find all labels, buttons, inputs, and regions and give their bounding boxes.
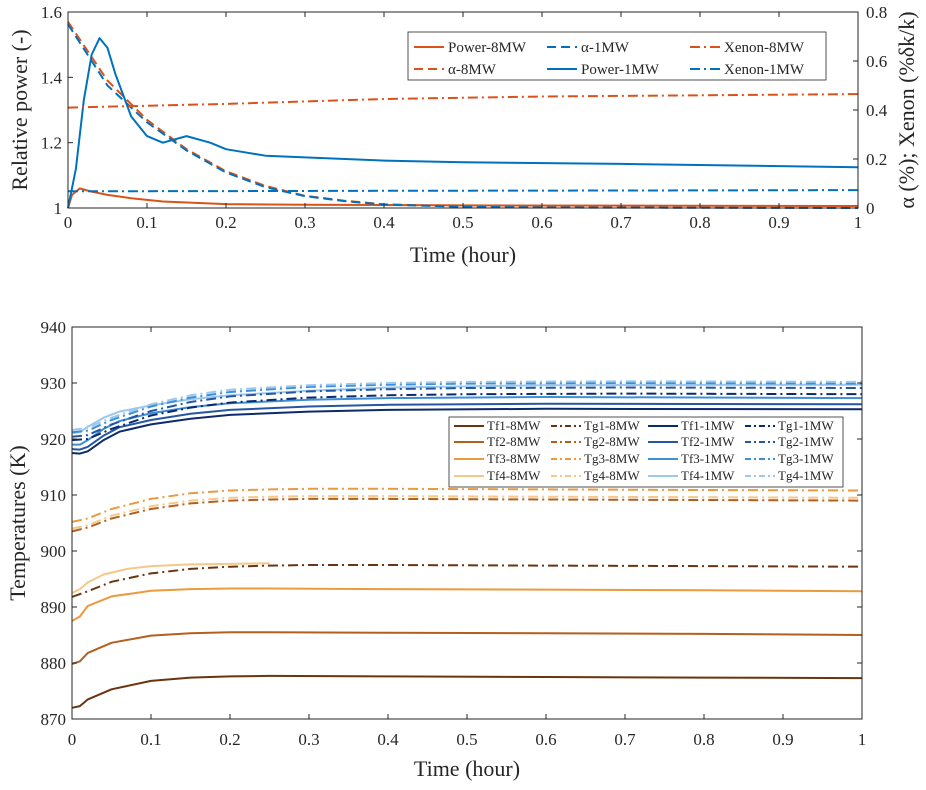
y-axis-title: Temperatures (K) (5, 445, 30, 600)
x-tick-label: 0 (68, 730, 77, 749)
y2-tick-label: 0.8 (866, 3, 887, 22)
y-tick-label: 1.6 (41, 3, 62, 22)
y-tick-label: 930 (41, 374, 67, 393)
y2-axis-title: α (%); Xenon (%δk/k) (894, 11, 919, 208)
legend-label-tg3-8mw: Tg3-8MW (584, 451, 640, 466)
x-tick-label: 0.8 (693, 730, 714, 749)
chart-1-power: 0 0.1 0.2 0.3 0.4 0.5 0.6 0.7 0.8 0.9 1 1 1.2 1.4 1.6 0… (7, 3, 919, 267)
legend-label-tg1-8mw: Tg1-8MW (584, 418, 640, 433)
legend-label-tf1-8mw: Tf1-8MW (487, 418, 541, 433)
series-line-tf3-1mw (72, 396, 863, 446)
series-line-tg1-1mw (71, 392, 863, 442)
x-tick-label: 0.5 (456, 730, 477, 749)
legend-label-tg4-1mw: Tg4-1MW (778, 468, 834, 483)
x-tick-label: 1 (854, 213, 863, 232)
chart-1-legend: Power-8MW α-8MW α-1MW Power-1MW Xenon-8MW Xen… (407, 31, 827, 81)
x-tick-label: 0.5 (452, 213, 473, 232)
series-line-tg4-8mw (71, 495, 863, 530)
x-tick-label: 0.8 (689, 213, 710, 232)
x-tick-label: 0.7 (614, 730, 636, 749)
x-tick-label: 0.6 (531, 213, 552, 232)
x-tick-label: 0.6 (535, 730, 556, 749)
y-tick-label: 1.2 (41, 134, 62, 153)
chart-2-lines (71, 380, 863, 709)
legend-label-alpha-8mw: α-8MW (448, 62, 497, 78)
series-line-power-1mw (67, 37, 859, 209)
series-line-xenon-8mw (67, 93, 859, 109)
x-tick-label: 0.1 (140, 730, 161, 749)
x-tick-label: 0.4 (373, 213, 395, 232)
legend-label-power-8mw: Power-8MW (448, 40, 527, 56)
series-line-tg2-8mw (71, 497, 863, 533)
x-axis-title: Time (hour) (410, 242, 516, 267)
y-tick-label: 1 (54, 199, 63, 218)
legend-label-tf2-8mw: Tf2-8MW (487, 434, 541, 449)
x-tick-label: 0.3 (298, 730, 319, 749)
series-line-tg1-8mw (71, 564, 863, 598)
y-tick-label: 1.4 (41, 68, 63, 87)
series-line-tf2-8mw (71, 631, 863, 666)
legend-label-tg2-8mw: Tg2-8MW (584, 434, 640, 449)
series-line-tg3-8mw (71, 487, 863, 523)
y-axis-title: Relative power (-) (7, 29, 32, 190)
legend-label-xenon-1mw: Xenon-1MW (724, 62, 805, 78)
y-tick-label: 900 (41, 542, 67, 561)
x-tick-label: 0.4 (377, 730, 399, 749)
legend-label-xenon-8mw: Xenon-8MW (724, 40, 805, 56)
legend-label-tf1-1mw: Tf1-1MW (681, 418, 735, 433)
legend-label-tf4-8mw: Tf4-8MW (487, 468, 541, 483)
y-tick-label: 870 (41, 710, 67, 729)
x-axis-title: Time (hour) (414, 756, 520, 781)
legend-label-tf4-1mw: Tf4-1MW (681, 468, 735, 483)
y-tick-label: 910 (41, 486, 67, 505)
y-tick-label: 890 (41, 598, 67, 617)
y2-tick-label: 0 (866, 199, 875, 218)
x-tick-label: 0.9 (768, 213, 789, 232)
series-line-tf1-1mw (71, 407, 863, 455)
series-line-xenon-1mw (67, 189, 859, 193)
legend-label-tg1-1mw: Tg1-1MW (778, 418, 834, 433)
series-line-alpha-1mw (67, 23, 859, 209)
legend-label-tf2-1mw: Tf2-1MW (681, 434, 735, 449)
y2-tick-label: 0.4 (866, 101, 888, 120)
chart-1-lines (67, 21, 859, 209)
legend-label-alpha-1mw: α-1MW (581, 40, 630, 56)
y-tick-label: 940 (41, 318, 67, 337)
y-tick-label: 880 (41, 654, 67, 673)
x-tick-label: 0.2 (219, 730, 240, 749)
y-tick-label: 920 (41, 430, 67, 449)
x-tick-label: 1 (858, 730, 867, 749)
legend-box (407, 31, 827, 81)
series-line-tf3-8mw (71, 587, 863, 622)
legend-label-tg2-1mw: Tg2-1MW (778, 434, 834, 449)
series-line-tg4-1mw (71, 380, 863, 431)
series-line-tf4-8mw (71, 562, 270, 594)
y2-tick-label: 0.6 (866, 52, 887, 71)
x-tick-label: 0.3 (294, 213, 315, 232)
series-line-tg2-1mw (71, 386, 863, 438)
legend-label-tg4-8mw: Tg4-8MW (584, 468, 640, 483)
legend-label-tf3-1mw: Tf3-1MW (681, 451, 735, 466)
x-tick-label: 0.7 (610, 213, 632, 232)
legend-label-tf3-8mw: Tf3-8MW (487, 451, 541, 466)
x-tick-label: 0.1 (136, 213, 157, 232)
legend-label-tg3-1mw: Tg3-1MW (778, 451, 834, 466)
series-line-tf1-8mw (71, 674, 863, 709)
legend-box (448, 416, 844, 488)
x-tick-label: 0.2 (215, 213, 236, 232)
series-line-tf2-1mw (71, 402, 863, 451)
x-tick-label: 0 (64, 213, 73, 232)
x-tick-label: 0.9 (772, 730, 793, 749)
legend-label-power-1mw: Power-1MW (581, 62, 660, 78)
series-line-tg3-1mw (71, 382, 863, 434)
chart-2-temperatures: 0 0.1 0.2 0.3 0.4 0.5 0.6 0.7 0.8 0.9 1 870 880 890 90… (5, 318, 866, 781)
y2-tick-label: 0.2 (866, 150, 887, 169)
